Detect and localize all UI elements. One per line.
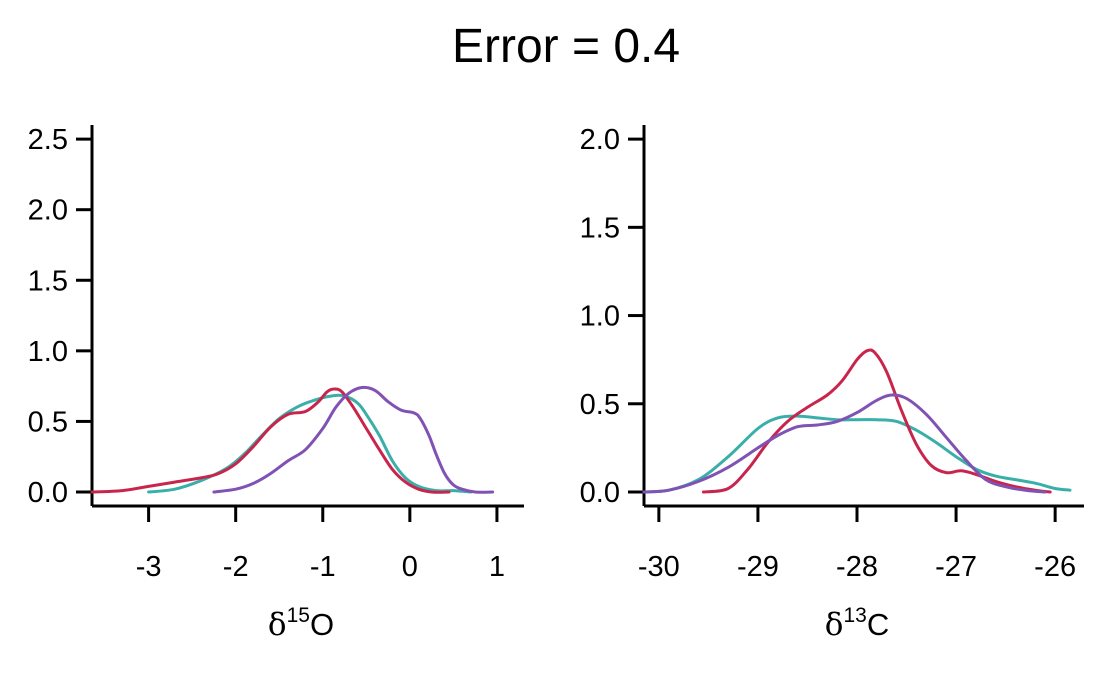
x-axis-label: δ13C <box>825 604 889 643</box>
y-tick-label: 1.0 <box>28 336 68 368</box>
series-line-crimson <box>90 387 451 494</box>
x-tick-label: -29 <box>737 551 779 583</box>
x-tick-label: -1 <box>310 551 336 583</box>
x-axis-label-superscript: 13 <box>843 604 866 627</box>
y-tick-label: 0.0 <box>580 477 620 509</box>
series-line-purple <box>642 393 1047 494</box>
chart-panel-oxygen: 0.0 0.5 1.0 1.5 2.0 2.5 -3 -2 -1 0 1 δ15O <box>28 124 524 643</box>
y-tick-label: 1.0 <box>580 301 620 333</box>
x-tick-label: -26 <box>1034 551 1076 583</box>
chart-panel-carbon: 0.0 0.5 1.0 1.5 2.0 -30 -29 -28 -27 -26 δ13C <box>580 124 1084 643</box>
series-line-teal <box>642 414 1072 494</box>
x-axis-label-element: O <box>310 607 334 642</box>
chart-title: Error = 0.4 <box>452 20 680 73</box>
x-tick-label: -2 <box>223 551 249 583</box>
y-tick-label: 0.5 <box>28 406 68 438</box>
x-tick-label: -3 <box>136 551 162 583</box>
x-tick-label: -30 <box>638 551 680 583</box>
x-axis-label-symbol: δ <box>268 607 287 643</box>
x-tick-label: -27 <box>935 551 977 583</box>
x-axis-label-symbol: δ <box>825 607 844 643</box>
y-tick-label: 0.0 <box>28 477 68 509</box>
y-tick-label: 2.0 <box>580 124 620 156</box>
x-axis-label-element: C <box>867 607 889 642</box>
y-tick-label: 1.5 <box>580 212 620 244</box>
y-tick-label: 1.5 <box>28 265 68 297</box>
x-axis-label: δ15O <box>268 604 334 643</box>
y-tick-label: 0.5 <box>580 389 620 421</box>
x-tick-label: -28 <box>836 551 878 583</box>
x-tick-label: 1 <box>489 551 505 583</box>
y-tick-label: 2.5 <box>28 124 68 156</box>
y-tick-label: 2.0 <box>28 195 68 227</box>
x-axis-label-superscript: 15 <box>287 604 310 627</box>
series-line-purple <box>212 385 495 494</box>
x-tick-label: 0 <box>402 551 418 583</box>
